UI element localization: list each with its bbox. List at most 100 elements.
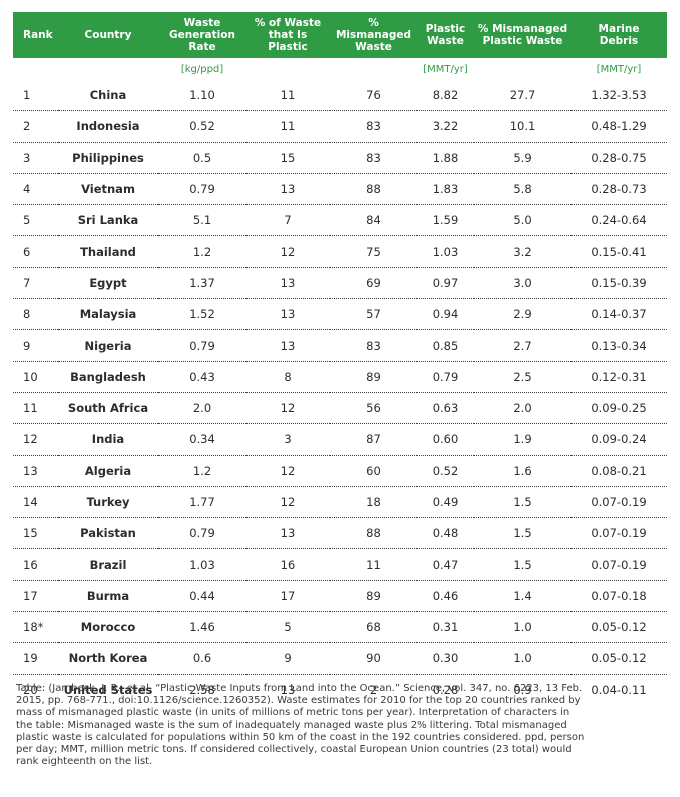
- table-row: 8 Malaysia 1.52 13 57 0.94 2.9 0.14-0.37: [13, 298, 667, 331]
- pct-mismanaged-cell: 68: [330, 611, 417, 644]
- table-row: 12 India 0.34 3 87 0.60 1.9 0.09-0.24: [13, 423, 667, 456]
- country-cell: Indonesia: [58, 110, 158, 143]
- header-rank: Rank: [13, 12, 58, 58]
- footnote-line: the table: Mismanaged waste is the sum o…: [16, 719, 567, 731]
- header-plastic-waste: Plastic Waste: [417, 12, 474, 58]
- pct-plastic-cell: 13: [280, 682, 296, 697]
- header-country: Country: [58, 12, 158, 58]
- waste-generation-cell: 1.10: [158, 80, 246, 112]
- header-pct-mismanaged: % Mismanaged Waste: [330, 12, 417, 58]
- rank-cell: 16: [13, 548, 58, 581]
- country-cell: China: [58, 80, 158, 112]
- marine-debris-cell: 0.07-0.18: [571, 580, 667, 613]
- pct-plastic-cell: 13: [246, 267, 330, 300]
- plastic-waste-cell: 0.47: [417, 548, 474, 581]
- pct-mismanaged-plastic-cell: 27.7: [474, 80, 571, 112]
- header-pct-plastic-line1: % of Waste: [254, 17, 322, 29]
- plastic-waste-cell: 3.22: [417, 110, 474, 143]
- pct-mismanaged-plastic-cell: 2.0: [474, 392, 571, 425]
- rank-cell: 7: [13, 267, 58, 300]
- pct-mismanaged-plastic-cell: 2.9: [474, 298, 571, 331]
- marine-debris-cell: 0.12-0.31: [571, 361, 667, 393]
- rank-cell: 4: [13, 173, 58, 206]
- country-cell: Pakistan: [58, 517, 158, 550]
- pct-mismanaged-cell: 18: [330, 486, 417, 519]
- country-cell: South Africa: [58, 392, 158, 425]
- marine-debris-cell: 0.09-0.24: [571, 423, 667, 456]
- plastic-waste-cell: 0.46: [417, 580, 474, 613]
- rank-cell: 13: [13, 455, 58, 487]
- country-cell: Philippines: [58, 142, 158, 174]
- table-body: [kg/ppd] [MMT/yr] [MMT/yr] 1 China 1.10 11 7…: [13, 58, 667, 705]
- footnote-line: 2015, pp. 768-771., doi:10.1126/science.…: [16, 695, 581, 707]
- pct-plastic-cell: 5: [246, 611, 330, 644]
- pct-mismanaged-cell: 69: [330, 267, 417, 300]
- pct-plastic-cell: 11: [246, 80, 330, 112]
- rank-cell: 17: [13, 580, 58, 613]
- plastic-waste-cell: 0.49: [417, 486, 474, 519]
- pct-plastic-cell: 13: [246, 517, 330, 550]
- pct-plastic-cell: 16: [246, 548, 330, 581]
- pct-mismanaged-cell: 2: [369, 682, 378, 697]
- pct-plastic-cell: 13: [246, 173, 330, 206]
- table-row: 1 China 1.10 11 76 8.82 27.7 1.32-3.53: [13, 80, 667, 112]
- rank-cell: 9: [13, 329, 58, 362]
- plastic-waste-cell: 0.30: [417, 642, 474, 675]
- waste-generation-cell: 1.46: [158, 611, 246, 644]
- marine-debris-cell: 0.07-0.19: [571, 517, 667, 550]
- table-row: 15 Pakistan 0.79 13 88 0.48 1.5 0.07-0.19: [13, 517, 667, 550]
- waste-generation-cell: 0.6: [158, 642, 246, 675]
- table-row: 10 Bangladesh 0.43 8 89 0.79 2.5 0.12-0.31: [13, 361, 667, 393]
- marine-debris-cell: 0.15-0.41: [571, 235, 667, 268]
- pct-mismanaged-cell: 90: [330, 642, 417, 675]
- header-marine-debris-line2: Debris: [599, 35, 639, 47]
- country-cell: United States: [63, 682, 153, 697]
- pct-mismanaged-cell: 89: [330, 580, 417, 613]
- pct-plastic-cell: 13: [246, 298, 330, 331]
- pct-mismanaged-plastic-cell: 2.7: [474, 329, 571, 362]
- plastic-waste-cell: 1.03: [417, 235, 474, 268]
- pct-mismanaged-plastic-cell: 5.8: [474, 173, 571, 206]
- waste-generation-cell: 0.43: [158, 361, 246, 393]
- table-header: Rank Country Waste Generation Rate % of …: [13, 12, 667, 58]
- rank-cell: 8: [13, 298, 58, 331]
- plastic-waste-cell: 0.79: [417, 361, 474, 393]
- marine-debris-cell: 0.15-0.39: [571, 267, 667, 300]
- table-row: 11 South Africa 2.0 12 56 0.63 2.0 0.09-0.25: [13, 392, 667, 425]
- plastic-waste-cell: 1.59: [417, 204, 474, 237]
- plastic-waste-cell: 0.85: [417, 329, 474, 362]
- country-cell: Bangladesh: [58, 361, 158, 393]
- header-pct-mismanaged-plastic-line2: Plastic Waste: [482, 35, 563, 47]
- waste-generation-cell: 1.2: [158, 455, 246, 487]
- pct-plastic-cell: 17: [246, 580, 330, 613]
- pct-mismanaged-plastic-cell: 5.0: [474, 204, 571, 237]
- pct-mismanaged-cell: 84: [330, 204, 417, 237]
- pct-mismanaged-cell: 83: [330, 329, 417, 362]
- header-waste-generation-line1: Waste: [183, 17, 221, 29]
- rank-cell: 3: [13, 142, 58, 174]
- waste-generation-cell: 2.58: [189, 682, 215, 697]
- table-row: 17 Burma 0.44 17 89 0.46 1.4 0.07-0.18: [13, 580, 667, 613]
- pct-mismanaged-plastic-cell: 0.9: [513, 682, 532, 697]
- table-row: 7 Egypt 1.37 13 69 0.97 3.0 0.15-0.39: [13, 267, 667, 300]
- pct-mismanaged-cell: 89: [330, 361, 417, 393]
- rank-cell: 11: [13, 392, 58, 425]
- unit-cell-empty: [246, 58, 330, 80]
- unit-cell-empty: [13, 58, 58, 80]
- pct-mismanaged-plastic-cell: 5.9: [474, 142, 571, 174]
- pct-mismanaged-plastic-cell: 1.5: [474, 548, 571, 581]
- unit-waste-generation: [kg/ppd]: [180, 63, 224, 75]
- rank-cell: 15: [13, 517, 58, 550]
- plastic-waste-cell: 0.94: [417, 298, 474, 331]
- plastic-waste-cell: 0.31: [417, 611, 474, 644]
- table-row: 19 North Korea 0.6 9 90 0.30 1.0 0.05-0.12: [13, 642, 667, 675]
- country-cell: Burma: [58, 580, 158, 613]
- unit-plastic-waste: [MMT/yr]: [423, 63, 468, 75]
- waste-generation-cell: 0.5: [158, 142, 246, 174]
- footnote-line: plastic waste is calculated for populati…: [16, 731, 585, 743]
- pct-mismanaged-plastic-cell: 2.5: [474, 361, 571, 393]
- pct-plastic-cell: 12: [246, 486, 330, 519]
- waste-generation-cell: 1.77: [158, 486, 246, 519]
- plastic-waste-cell: 1.83: [417, 173, 474, 206]
